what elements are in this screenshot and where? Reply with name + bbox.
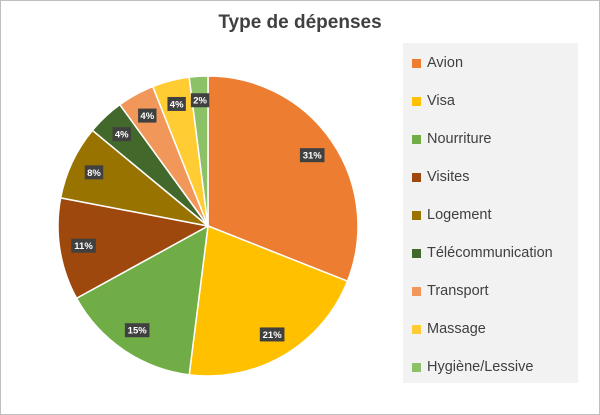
data-label-box-5 — [112, 127, 131, 142]
data-label-2: 15% — [124, 323, 150, 338]
legend-item: Transport — [412, 281, 489, 301]
data-label-text-7: 4% — [170, 99, 184, 110]
pie-slice-3 — [57, 197, 211, 300]
legend-swatch — [412, 248, 421, 258]
legend-label: Avion — [427, 55, 464, 71]
pie-slice-2 — [75, 224, 209, 376]
data-label-8: 2% — [190, 93, 210, 108]
data-label-3: 11% — [71, 238, 96, 253]
legend-swatch — [412, 286, 421, 296]
legend-swatch — [412, 362, 421, 372]
legend-item: Avion — [412, 53, 463, 73]
data-label-box-2 — [124, 323, 150, 338]
legend-item: Visa — [412, 91, 455, 111]
legend-label: Nourriture — [427, 131, 492, 147]
legend-swatch — [412, 134, 421, 144]
data-label-7: 4% — [167, 96, 186, 111]
legend-swatch — [412, 210, 421, 220]
legend-label: Massage — [427, 321, 486, 337]
legend-swatch — [412, 96, 421, 106]
data-label-box-0 — [299, 148, 325, 163]
data-label-box-3 — [71, 238, 96, 253]
data-label-text-6: 4% — [140, 111, 154, 122]
legend-item: Logement — [412, 205, 492, 225]
data-label-text-3: 11% — [74, 241, 93, 252]
legend-label: Hygiène/Lessive — [427, 359, 534, 375]
data-label-box-6 — [138, 108, 157, 123]
legend: Avion Visa Nourriture Visites Logement Téléco… — [403, 43, 578, 383]
pie-slice-8 — [188, 75, 209, 227]
data-label-1: 21% — [259, 327, 285, 342]
data-label-text-0: 31% — [303, 151, 323, 162]
chart-title: Type de dépenses — [218, 12, 382, 33]
data-label-4: 8% — [84, 165, 104, 180]
data-label-text-2: 15% — [128, 326, 148, 337]
pie-slice-1 — [188, 224, 349, 377]
data-label-box-4 — [84, 165, 104, 180]
pie-slice-0 — [207, 75, 359, 283]
data-label-5: 4% — [112, 127, 131, 142]
legend-item: Nourriture — [412, 129, 491, 149]
legend-item: Massage — [412, 319, 486, 339]
data-label-box-1 — [259, 327, 285, 342]
legend-swatch — [412, 172, 421, 182]
legend-item: Télécommunication — [412, 243, 553, 263]
data-label-box-8 — [190, 93, 210, 108]
data-label-text-5: 4% — [115, 130, 129, 141]
data-label-0: 31% — [299, 148, 325, 163]
legend-item: Hygiène/Lessive — [412, 357, 533, 377]
data-label-text-8: 2% — [193, 96, 207, 107]
legend-label: Télécommunication — [427, 245, 553, 261]
data-label-text-1: 21% — [263, 330, 283, 341]
legend-label: Visites — [427, 169, 470, 185]
legend-swatch — [412, 58, 421, 68]
data-label-text-4: 8% — [87, 168, 101, 179]
data-label-box-7 — [167, 96, 186, 111]
legend-swatch — [412, 324, 421, 334]
legend-item: Visites — [412, 167, 469, 187]
data-label-6: 4% — [138, 108, 157, 123]
legend-label: Logement — [427, 207, 492, 223]
legend-label: Transport — [427, 283, 489, 299]
legend-label: Visa — [427, 93, 455, 109]
